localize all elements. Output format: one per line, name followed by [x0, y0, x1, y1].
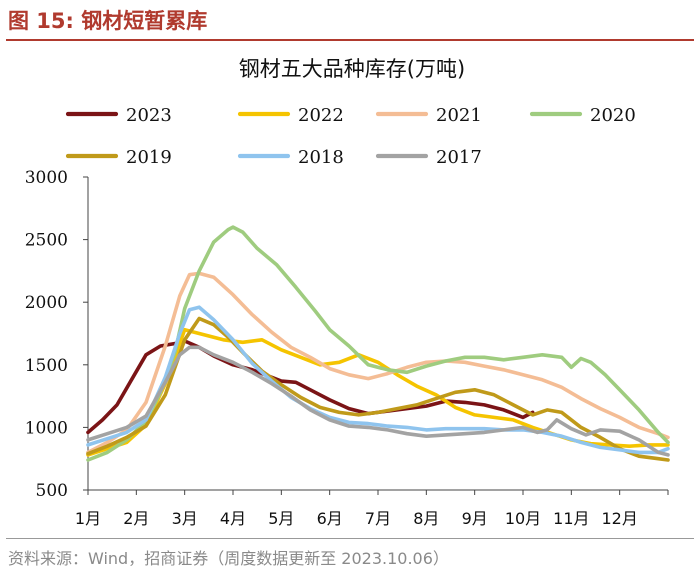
y-tick-label: 1000 — [25, 418, 68, 438]
legend-label-2023: 2023 — [126, 105, 172, 126]
figure-label: 图 15: 钢材短暂累库 — [8, 9, 208, 33]
figure-footer: 资料来源：Wind，招商证券（周度数据更新至 2023.10.06） — [6, 538, 696, 568]
y-tick-label: 2000 — [25, 293, 68, 313]
y-tick-label: 500 — [36, 481, 68, 501]
legend-label-2018: 2018 — [298, 147, 344, 168]
series-line-2019 — [86, 316, 670, 462]
x-tick-label: 3月 — [172, 509, 198, 528]
series-line-2018 — [86, 305, 670, 455]
series-line-2021 — [86, 271, 670, 455]
y-tick-label: 2500 — [25, 231, 68, 251]
footer-source: 资料来源：Wind，招商证券（周度数据更新至 2023.10.06） — [8, 549, 449, 568]
figure-header: 图 15: 钢材短暂累库 — [0, 0, 700, 42]
x-tick-label: 12月 — [601, 509, 637, 528]
x-tick-label: 5月 — [268, 509, 294, 528]
legend-label-2022: 2022 — [298, 105, 344, 126]
x-tick-label: 4月 — [220, 509, 246, 528]
legend-label-2019: 2019 — [126, 147, 172, 168]
legend-label-2017: 2017 — [436, 147, 482, 168]
legend-label-2020: 2020 — [590, 105, 636, 126]
inventory-line-chart: 钢材五大品种库存(万吨) 2023 2022 2021 2020 2019 2018 201… — [25, 57, 670, 528]
x-tick-label: 11月 — [553, 509, 589, 528]
legend-label-2021: 2021 — [436, 105, 482, 126]
chart-legend: 2023 2022 2021 2020 2019 2018 2017 — [65, 105, 636, 168]
chart-series-group — [86, 225, 670, 462]
series-line-2017 — [86, 345, 670, 457]
chart-axes: 500 1000 1500 2000 2500 3000 1月 2月 3月 4月 5月 6月 7月 8月 9… — [25, 168, 669, 528]
footer-rule — [6, 538, 694, 539]
x-tick-label: 1月 — [75, 509, 101, 528]
x-tick-label: 2月 — [123, 509, 149, 528]
figure-rule — [6, 39, 694, 41]
series-line-2020 — [86, 225, 670, 462]
series-line-2023 — [86, 339, 535, 435]
y-tick-label: 1500 — [25, 356, 68, 376]
x-tick-label: 10月 — [505, 509, 541, 528]
x-tick-label: 9月 — [462, 509, 488, 528]
x-tick-label: 8月 — [413, 509, 439, 528]
x-tick-label: 6月 — [317, 509, 343, 528]
x-tick-label: 7月 — [365, 509, 391, 528]
chart-title: 钢材五大品种库存(万吨) — [239, 57, 465, 81]
y-tick-label: 3000 — [25, 168, 68, 188]
